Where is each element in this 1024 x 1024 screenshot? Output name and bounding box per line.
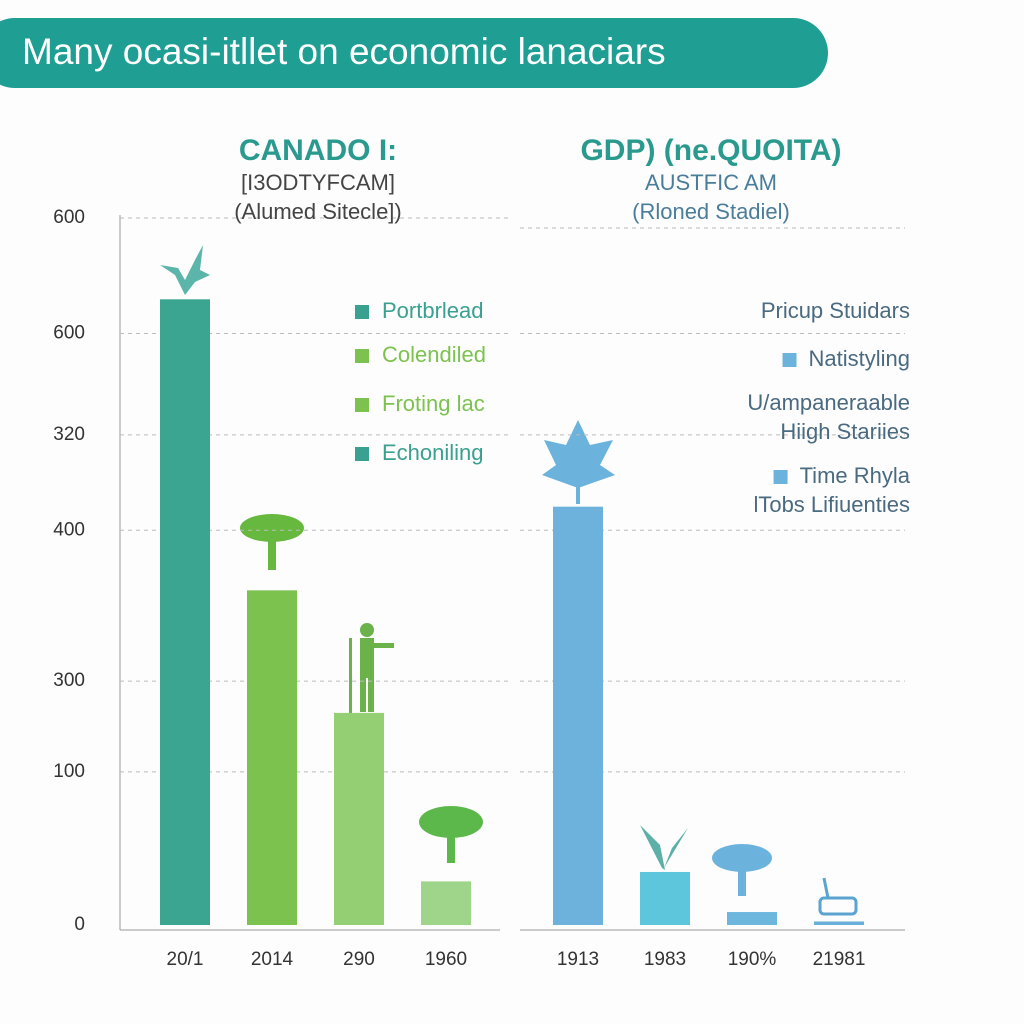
chart-title: Many ocasi-itllet on economic lanaciars [22,31,666,72]
legend-label: lTobs Lifiuenties [753,492,910,517]
legend-label: Hiigh Stariies [780,419,910,444]
title-banner [0,18,828,88]
bar [334,712,384,925]
y-tick-label: 300 [53,670,85,691]
icon-palm [712,844,772,896]
bar [160,299,210,925]
x-tick-label: 20/1 [167,949,204,970]
x-tick-label: 2014 [251,949,294,970]
y-tick-label: 100 [53,761,85,782]
x-tick-label: 190% [728,949,777,970]
legend-label: U/ampaneraable [747,390,910,415]
panel-subtitle: (Rloned Stadiel) [632,199,790,224]
legend-label: Froting lac [382,391,485,416]
panel-title: CANADO I: [239,134,397,167]
legend-label: Time Rhyla [800,463,911,488]
legend-swatch [355,447,369,461]
y-tick-label: 0 [74,914,85,935]
legend-swatch [782,353,797,367]
icon-palm [240,514,304,570]
legend-swatch [773,470,788,484]
y-tick-label: 600 [53,207,85,228]
x-tick-label: 1983 [644,949,686,970]
x-tick-label: 1913 [557,949,599,970]
legend-label: Colendiled [382,342,486,367]
legend-label: Natistyling [809,346,910,371]
legend-label: Echoniling [382,440,484,465]
bar [640,871,690,925]
icon-plant [640,825,688,870]
legend-swatch [355,398,369,412]
bar [247,590,297,925]
y-tick-label: 400 [53,519,85,540]
panel-title: GDP) (ne.QUOITA) [580,134,841,167]
icon-leaf [542,420,615,504]
x-tick-label: 1960 [425,949,467,970]
icon-palm [419,806,483,863]
panel-subtitle: AUSTFIC AM [645,170,777,195]
panel-subtitle: [I3ODTYFCAM] [241,170,395,195]
legend-label: Portbrlead [382,298,484,323]
bar [814,921,864,925]
panel-subtitle: (Alumed Sitecle]) [234,199,402,224]
x-tick-label: 21981 [813,949,866,970]
icon-bird [160,245,210,295]
y-tick-label: 320 [53,424,85,445]
bar [421,881,471,925]
icon-person [349,623,394,713]
legend-label: Pricup Stuidars [761,298,910,323]
y-tick-label: 600 [53,322,85,343]
icon-car [818,877,858,916]
legend-swatch [355,349,369,363]
legend-swatch [355,305,369,319]
bar [553,506,603,925]
x-tick-label: 290 [343,949,375,970]
bar [727,912,777,925]
